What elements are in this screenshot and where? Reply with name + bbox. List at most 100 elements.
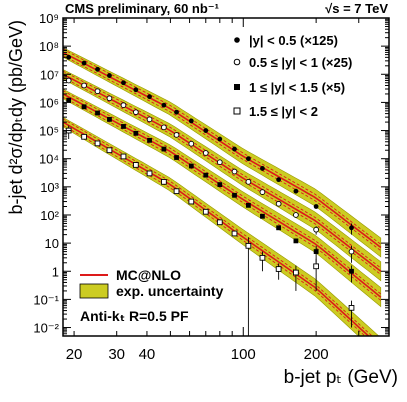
theory-line-0 xyxy=(63,51,382,249)
data-point-0-17 xyxy=(313,204,319,209)
data-point-1-10 xyxy=(202,150,209,156)
chart-title-right: √s = 7 TeV xyxy=(325,1,388,16)
data-point-1-15 xyxy=(275,200,282,207)
legend-marker-filled-circle xyxy=(234,37,240,43)
data-point-3-18 xyxy=(348,305,355,311)
data-point-3-3 xyxy=(106,147,113,154)
data-point-2-17 xyxy=(313,249,319,254)
data-point-2-16 xyxy=(293,238,299,244)
data-point-2-4 xyxy=(121,124,126,129)
data-point-0-1 xyxy=(81,60,87,66)
theory-line-1 xyxy=(63,73,382,272)
data-point-2-5 xyxy=(133,130,139,136)
legend-mcnlo-label: MC@NLO xyxy=(116,267,181,283)
y-tick-label: 10² xyxy=(40,208,59,223)
data-point-3-12 xyxy=(231,230,238,237)
data-point-2-0 xyxy=(66,97,72,103)
data-point-0-16 xyxy=(293,188,299,194)
data-point-3-10 xyxy=(202,208,209,215)
data-point-0-8 xyxy=(174,109,179,115)
x-tick-label: 30 xyxy=(108,346,125,363)
data-point-3-5 xyxy=(133,162,139,168)
axis-ticks xyxy=(63,18,390,337)
theory-lower-0 xyxy=(63,55,382,252)
uncertainty-band-1 xyxy=(63,69,382,282)
y-tick-label: 1 xyxy=(52,264,59,279)
data-point-3-17 xyxy=(313,263,319,270)
data-point-1-14 xyxy=(259,189,266,195)
legend-entry-3: 1.5 ≤ |y| < 2 xyxy=(249,104,318,119)
theory-upper-3 xyxy=(63,118,373,336)
data-point-1-17 xyxy=(313,226,319,233)
data-point-1-7 xyxy=(161,124,167,131)
data-point-1-16 xyxy=(293,212,299,218)
model-legend: MC@NLO exp. uncertainty Anti-kₜ R=0.5 PF xyxy=(79,267,224,324)
data-point-1-4 xyxy=(120,102,127,108)
legend-marker-filled-square xyxy=(234,84,240,90)
theory-lower-1 xyxy=(63,77,382,275)
data-point-2-9 xyxy=(188,163,194,169)
data-point-1-5 xyxy=(133,109,139,116)
data-point-2-18 xyxy=(349,268,354,274)
x-tick-label: 40 xyxy=(139,346,156,363)
data-point-0-6 xyxy=(147,94,152,100)
algorithm-annotation: Anti-kₜ R=0.5 PF xyxy=(80,308,189,324)
data-point-2-15 xyxy=(276,225,282,231)
data-point-1-11 xyxy=(216,159,223,166)
data-point-3-16 xyxy=(293,269,299,276)
data-point-1-18 xyxy=(348,248,355,255)
chart-title-left: CMS preliminary, 60 nb⁻¹ xyxy=(65,1,219,16)
data-point-0-10 xyxy=(203,128,209,133)
data-point-2-11 xyxy=(217,182,223,188)
series-legend: |y| < 0.5 (×125) 0.5 ≤ |y| < 1 (×25) 1 ≤… xyxy=(233,33,352,119)
x-tick-labels: 20 30 40 100 200 xyxy=(66,346,329,363)
legend-swatch-uncertainty xyxy=(79,283,109,299)
y-tick-label: 10⁻² xyxy=(33,321,59,336)
data-point-1-12 xyxy=(231,168,238,175)
data-point-0-5 xyxy=(133,87,139,93)
legend-entry-0: |y| < 0.5 (×125) xyxy=(249,33,338,48)
y-tick-label: 10⁵ xyxy=(39,124,59,139)
y-tick-label: 10⁷ xyxy=(40,67,59,82)
data-point-0-9 xyxy=(188,118,194,124)
legend-entry-2: 1 ≤ |y| < 1.5 (×5) xyxy=(249,80,345,95)
legend-uncertainty-label: exp. uncertainty xyxy=(116,283,224,299)
legend-entry-1: 0.5 ≤ |y| < 1 (×25) xyxy=(249,55,352,70)
legend-marker-open-square xyxy=(233,107,241,115)
data-point-0-3 xyxy=(107,73,112,78)
data-point-3-2 xyxy=(94,140,101,147)
data-point-2-2 xyxy=(95,110,100,116)
legend-marker-open-circle xyxy=(233,58,241,66)
data-point-0-12 xyxy=(232,146,237,152)
data-point-0-14 xyxy=(260,166,265,171)
uncertainty-band-2 xyxy=(63,88,382,308)
data-point-2-1 xyxy=(81,104,87,110)
uncertainty-band-0 xyxy=(63,47,382,258)
x-tick-label: 200 xyxy=(304,346,329,363)
data-point-2-13 xyxy=(245,202,251,208)
data-point-1-6 xyxy=(146,116,153,123)
data-point-0-4 xyxy=(121,80,126,86)
plot-frame xyxy=(62,17,390,337)
y-tick-label: 10 xyxy=(45,236,59,251)
data-point-2-7 xyxy=(161,146,167,152)
theory-upper-2 xyxy=(63,90,382,295)
y-tick-label: 10³ xyxy=(40,180,59,195)
y-tick-label: 10⁶ xyxy=(39,95,59,110)
data-point-1-8 xyxy=(173,132,180,138)
y-tick-label: 10⁹ xyxy=(39,11,59,26)
data-point-2-8 xyxy=(174,155,179,160)
data-point-3-6 xyxy=(146,170,153,177)
x-tick-label: 100 xyxy=(231,346,256,363)
y-tick-label: 10⁸ xyxy=(39,39,59,54)
x-tick-label: 20 xyxy=(66,346,83,363)
data-points xyxy=(65,54,355,311)
data-point-3-11 xyxy=(216,219,223,226)
data-point-0-11 xyxy=(217,136,223,142)
data-point-1-0 xyxy=(65,77,72,84)
data-point-1-9 xyxy=(188,140,195,147)
data-point-3-4 xyxy=(120,153,127,160)
data-point-3-7 xyxy=(161,179,167,185)
data-point-1-3 xyxy=(106,95,113,102)
